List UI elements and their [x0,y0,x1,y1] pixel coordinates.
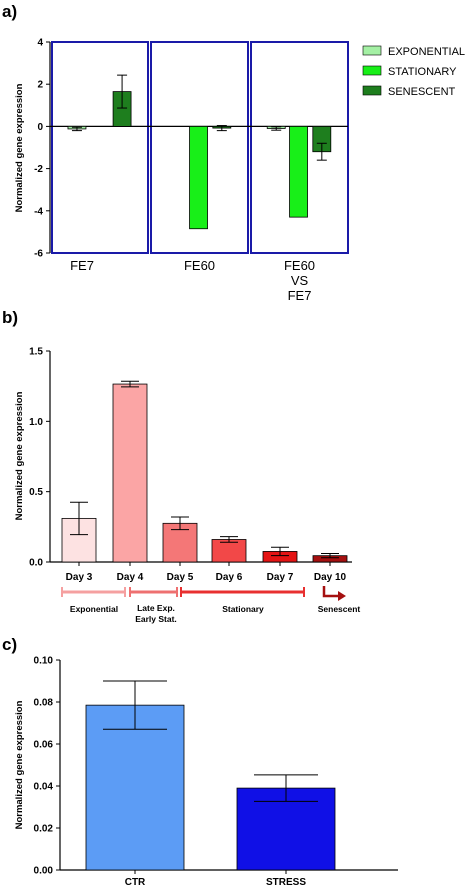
chart-a-frame-2 [250,41,349,254]
chart-c-ytick-label: 0.00 [34,866,54,877]
chart-a-legend-label: EXPONENTIAL [388,46,465,58]
chart-b-category-label: Day 6 [216,572,243,583]
chart-a-bar [289,126,308,218]
chart-c-ytick-label: 0.06 [34,740,54,751]
chart-c-bar [85,704,185,871]
chart-b-phase-label: Early Stat. [135,614,177,624]
chart-b-senescent-arrow [322,586,340,598]
chart-c-bars [85,680,336,871]
chart-b-phase-label: Late Exp. [137,603,175,613]
chart-b-category-label: Day 4 [117,572,144,583]
chart-a-group-label: FE60 [184,258,215,273]
chart-b-senescent-arrowhead [338,591,346,601]
chart-b-y-axis: 1.5 1.0 0.5 0.0 [29,347,352,569]
chart-b-phase-timeline: Exponential Late Exp.Early Stat. Stationar… [61,586,361,624]
chart-b-bar [112,383,148,563]
chart-c-category-labels: CTR STRESS [125,870,306,887]
chart-b-category-label: Day 10 [314,572,347,583]
chart-c-ytick-label: 0.02 [34,824,54,835]
chart-a-ytick-label: -2 [34,164,43,175]
chart-c-category-label: STRESS [266,877,306,887]
chart-b-ytick-label: 1.0 [29,417,43,428]
chart-c-ylabel: Normalized gene expression [14,700,25,829]
chart-a-frame-0 [51,41,149,254]
chart-c: Normalized gene expression 0.100.080.060… [14,656,398,887]
chart-b-bar [211,539,247,563]
chart-a-legend-swatch [362,45,382,56]
chart-b-category-label: Day 7 [267,572,294,583]
chart-a-legend: EXPONENTIAL STATIONARY SENESCENT [362,45,465,98]
chart-a-group-frames [51,41,349,254]
panel-b-letter: b) [2,308,18,327]
chart-b-ytick-label: 0.0 [29,558,43,569]
chart-a-legend-swatch [362,85,382,96]
chart-b-ytick-label: 1.5 [29,347,43,358]
chart-a-legend-label: SENESCENT [388,86,456,98]
chart-a-y-axis: 4 2 0 -2 -4 -6 [34,38,51,260]
chart-a-ytick-label: 0 [37,122,43,133]
chart-b-category-labels: Day 3 Day 4 Day 5 Day 6 Day 7 Day 10 [66,562,347,583]
chart-b-phase-label: Senescent [318,604,361,614]
chart-a-legend-label: STATIONARY [388,66,457,78]
chart-c-y-axis: 0.10 0.08 0.06 0.04 0.02 0.00 [34,656,398,877]
chart-a-frame-1 [150,41,249,254]
chart-a-group-label: FE7 [70,258,94,273]
chart-a-bar [189,126,208,230]
chart-b-bars [61,380,348,563]
chart-b-ylabel: Normalized gene expression [14,391,25,520]
chart-a-ytick-label: 2 [37,80,43,91]
chart-a-group-label: FE60 [284,258,315,273]
chart-a-group-label: FE7 [288,288,312,303]
chart-a-ytick-label: -4 [34,206,43,217]
chart-c-ytick-label: 0.10 [34,656,54,667]
panel-c-letter: c) [2,635,17,654]
chart-a-ylabel: Normalized gene expression [14,83,25,212]
chart-a-ytick-label: -6 [34,249,43,260]
chart-c-ytick-label: 0.04 [34,782,54,793]
chart-a-group-label: VS [291,273,309,288]
chart-b: Normalized gene expression 1.51.00.50.0 … [14,347,360,625]
panel-a-letter: a) [2,2,17,21]
chart-b-category-label: Day 5 [167,572,194,583]
chart-a: Normalized gene expression 4 2 0 -2 -4 -6 FE7… [14,38,465,304]
chart-b-phase-label: Exponential [70,604,118,614]
chart-a-ytick-label: 4 [37,38,43,49]
chart-a-legend-swatch [362,65,382,76]
chart-b-phase-label: Stationary [222,604,264,614]
chart-b-category-label: Day 3 [66,572,93,583]
chart-b-ytick-label: 0.5 [29,487,43,498]
chart-c-ytick-label: 0.08 [34,698,54,709]
chart-c-category-label: CTR [125,877,146,887]
chart-a-bars [50,74,348,230]
